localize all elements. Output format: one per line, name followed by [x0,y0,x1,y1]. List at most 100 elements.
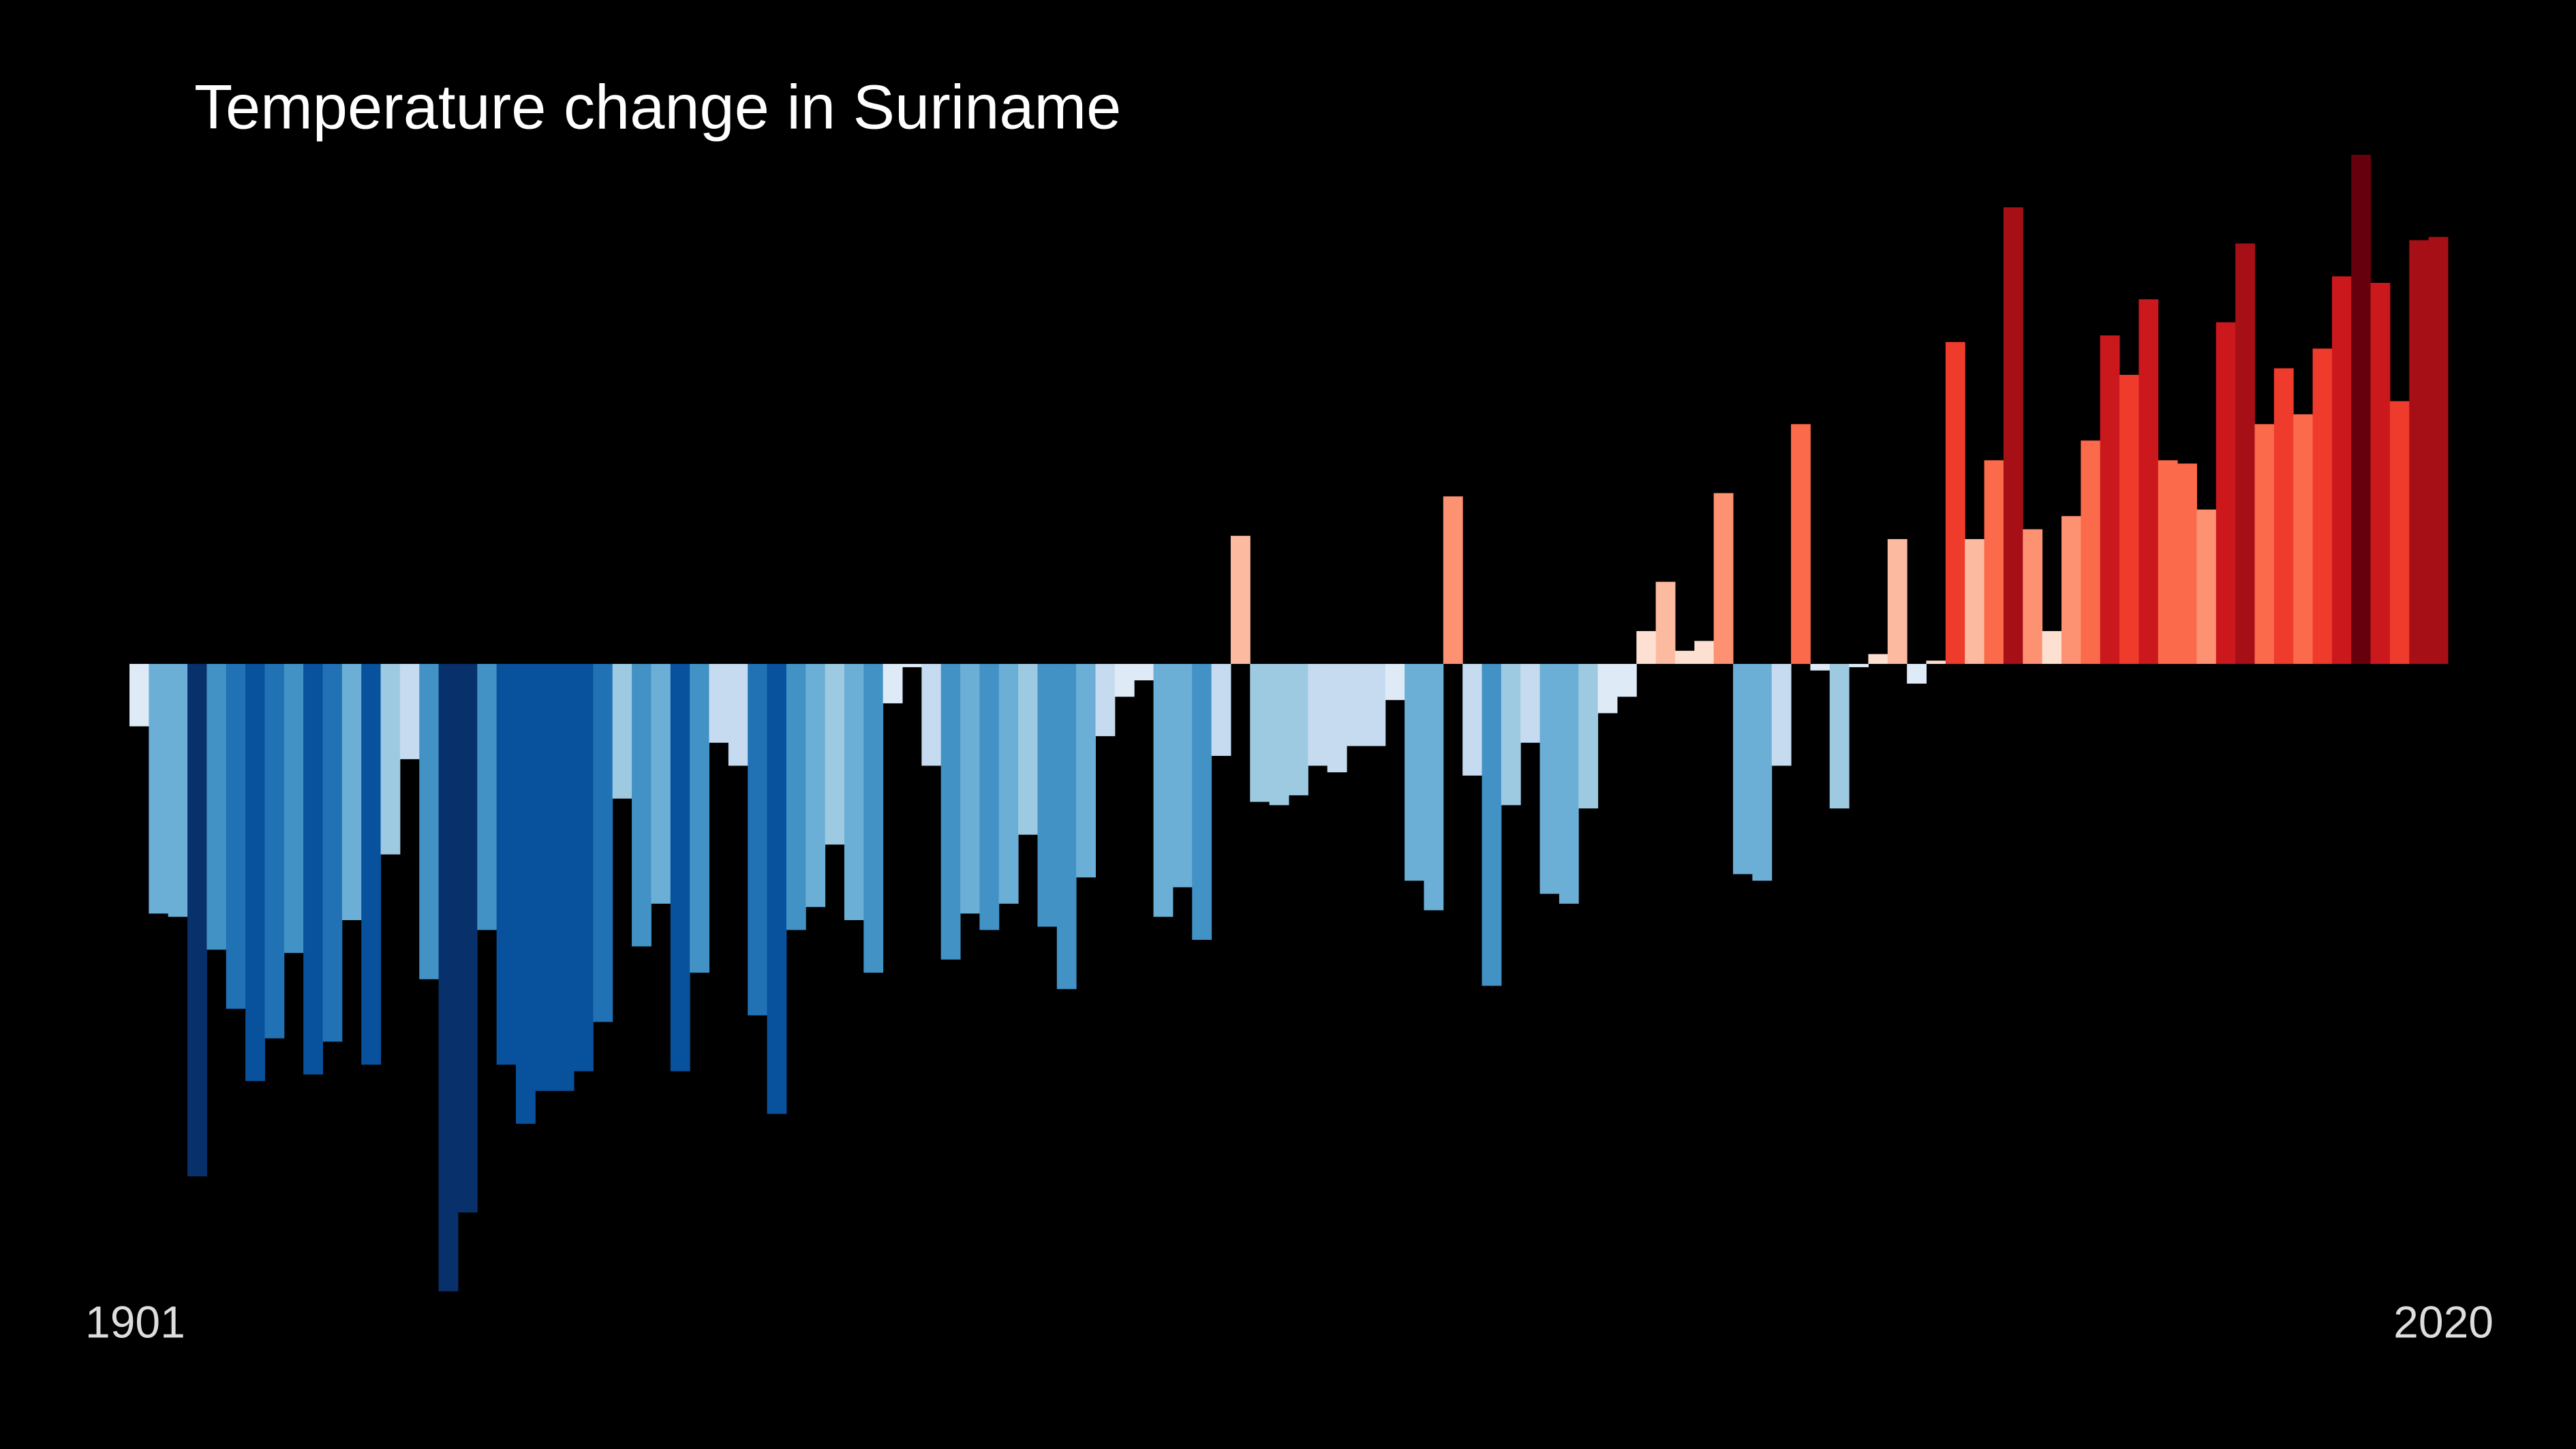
bar [2042,630,2062,665]
bar [129,664,149,727]
bar [1172,664,1193,887]
bar [1192,664,1212,940]
bar [149,664,169,914]
bar [1405,664,1424,881]
bar [1887,538,1907,665]
bar [2215,322,2236,665]
bar [516,664,536,1124]
bar [1675,650,1695,665]
bar [168,664,188,917]
bar [2023,529,2043,665]
bar [361,664,382,1065]
bar [1597,664,1618,714]
bar [187,664,207,1176]
bar [651,664,671,904]
bar [1713,493,1734,665]
x-tick-label: 2020 [2393,1296,2494,1347]
bar [2100,335,2120,665]
bar [2331,276,2352,665]
chart-title: Temperature change in Suriname [194,72,1121,142]
bar [1849,664,1869,667]
bar [612,664,632,799]
bar [1655,581,1676,665]
bar [1327,664,1347,773]
bar [940,664,961,960]
bar [767,664,787,1114]
bar [264,664,285,1039]
bar [1230,536,1251,665]
bar [1308,664,1328,766]
bar [960,664,980,914]
bar [1752,664,1773,881]
bar [2351,155,2372,665]
bar [574,664,594,1071]
bar [1559,664,1579,904]
bar [1733,664,1753,874]
bar [1482,664,1502,986]
bar [2409,240,2429,665]
bar [1771,664,1792,766]
bar [554,664,574,1091]
bar [419,664,440,979]
bar [1907,664,1927,684]
bar [341,664,362,921]
bar [1153,664,1174,917]
bar [2389,401,2410,665]
bar [1462,664,1482,776]
bar [1926,660,1946,665]
bar [709,664,729,743]
bar [998,664,1019,904]
bar [496,664,517,1065]
bar [226,664,246,1009]
bar [2312,348,2333,665]
bar [2235,243,2255,665]
bar [2273,368,2294,665]
bar [690,664,709,973]
bar [206,664,227,950]
bar [1385,664,1405,701]
x-tick-label: 1901 [85,1296,185,1347]
bar [1018,664,1038,835]
bar [593,664,613,1022]
bar [245,664,265,1082]
bar [2081,440,2101,665]
bar [1868,654,1888,665]
bar [1965,538,1985,665]
bar [1501,664,1521,806]
bar [632,664,651,947]
bar [1945,341,1965,665]
bar [1810,664,1830,671]
bar [902,664,922,667]
bar [1211,664,1231,757]
bar [1347,664,1366,746]
bar [670,664,690,1071]
bar [1366,664,1386,746]
bar [303,664,323,1075]
bar [1134,664,1154,681]
bar [1520,664,1541,743]
bar [283,664,304,954]
bar [322,664,343,1042]
bar [979,664,1000,930]
bar [1269,664,1289,806]
bar [1791,424,1811,665]
bar [1056,664,1077,990]
bar [1616,664,1637,697]
bar [1076,664,1096,878]
bar [457,664,478,1212]
bar [2196,509,2217,665]
bar [2254,424,2275,665]
bar [806,664,826,907]
bar [825,664,845,845]
bar [380,664,401,855]
bar [1424,664,1444,911]
bar [1578,664,1599,809]
bar [2158,460,2178,665]
bar [399,664,420,759]
bar [2293,414,2314,665]
bar [2428,237,2449,665]
bar [2061,516,2081,665]
bar [1095,664,1116,737]
